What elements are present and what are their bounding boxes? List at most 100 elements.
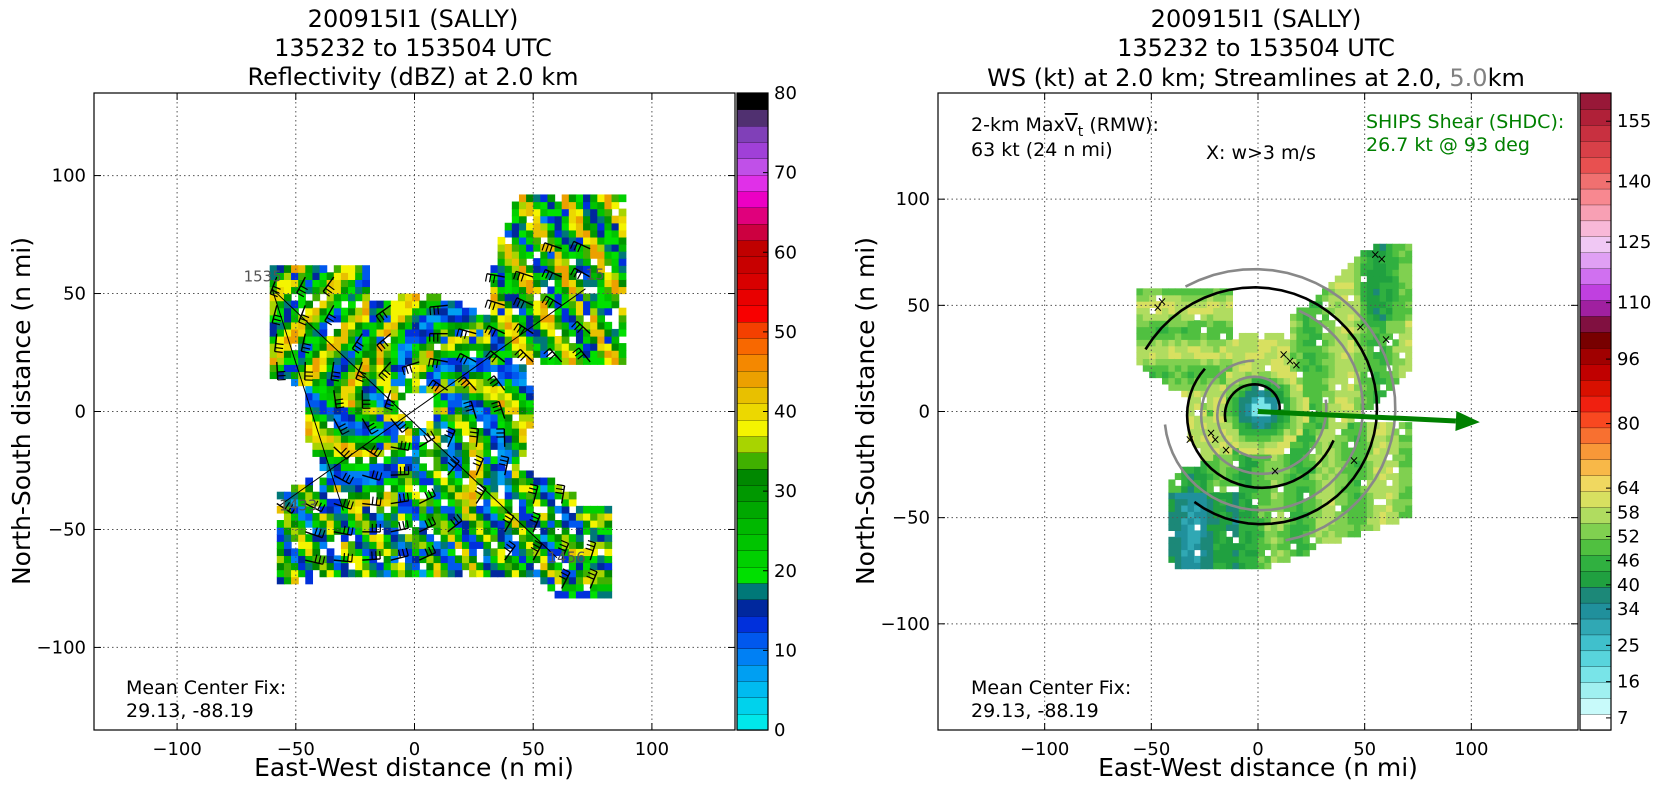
reflectivity-cell	[447, 569, 456, 578]
wind-barb-feather	[427, 379, 434, 388]
windspeed-cell	[1258, 562, 1265, 570]
reflectivity-cell	[604, 236, 613, 245]
reflectivity-cell	[405, 541, 413, 549]
windspeed-cell	[1366, 422, 1374, 430]
reflectivity-cell	[590, 265, 598, 273]
reflectivity-cell	[362, 265, 370, 273]
reflectivity-cell	[326, 428, 335, 436]
windspeed-cell	[1386, 428, 1393, 436]
reflectivity-cell	[611, 236, 620, 245]
reflectivity-cell	[504, 328, 513, 337]
windspeed-cell	[1405, 466, 1413, 474]
windspeed-cell	[1322, 358, 1329, 366]
reflectivity-cell	[291, 371, 299, 380]
reflectivity-cell	[597, 569, 606, 578]
wind-barb-feather	[322, 556, 326, 565]
reflectivity-cell	[447, 442, 456, 450]
windspeed-cell	[1366, 275, 1374, 283]
reflectivity-cell	[405, 562, 413, 571]
windspeed-cell	[1238, 530, 1246, 538]
windspeed-cell	[1296, 428, 1304, 436]
reflectivity-cell	[561, 527, 570, 535]
reflectivity-cell	[319, 364, 328, 372]
reflectivity-cell	[390, 406, 399, 415]
reflectivity-cell	[283, 343, 292, 351]
reflectivity-cell	[583, 590, 591, 599]
colorbar-swatch	[1579, 220, 1612, 237]
windspeed-cell	[1354, 441, 1361, 449]
windspeed-cell	[1366, 352, 1374, 360]
windspeed-cell	[1379, 275, 1387, 283]
reflectivity-cell	[454, 321, 463, 330]
windspeed-cell	[1270, 498, 1278, 506]
windspeed-cell	[1200, 549, 1208, 557]
windspeed-cell	[1347, 422, 1355, 430]
windspeed-cell	[1270, 530, 1278, 538]
reflectivity-cell	[561, 555, 570, 564]
reflectivity-cell	[590, 562, 598, 571]
windspeed-cell	[1270, 383, 1278, 391]
windspeed-cell	[1213, 371, 1221, 379]
wind-barb-feather	[396, 420, 404, 427]
windspeed-cell	[1302, 441, 1310, 449]
reflectivity-cell	[440, 534, 449, 542]
windspeed-cell	[1168, 498, 1176, 506]
reflectivity-cell	[405, 350, 413, 358]
windspeed-cell	[1290, 345, 1297, 353]
windspeed-cell	[1309, 485, 1317, 493]
reflectivity-cell	[426, 350, 435, 358]
windspeed-cell	[1232, 339, 1240, 347]
reflectivity-cell	[355, 470, 363, 479]
windspeed-cell	[1162, 294, 1169, 302]
reflectivity-cell	[483, 420, 492, 429]
reflectivity-cell	[590, 208, 598, 217]
windspeed-cell	[1309, 415, 1317, 423]
windspeed-cell	[1232, 428, 1240, 436]
windspeed-cell	[1373, 383, 1381, 391]
wind-barb-feather	[314, 554, 318, 563]
windspeed-cell	[1149, 352, 1157, 360]
windspeed-cell	[1277, 364, 1285, 372]
wind-barb-feather	[528, 487, 537, 491]
reflectivity-cell	[333, 364, 342, 372]
windspeed-cell	[1245, 536, 1253, 544]
windspeed-cell	[1302, 390, 1310, 398]
reflectivity-cell	[397, 314, 406, 323]
windspeed-cell	[1200, 288, 1208, 296]
windspeed-cell	[1315, 511, 1323, 519]
windspeed-cell	[1322, 288, 1329, 296]
reflectivity-cell	[597, 576, 606, 585]
windspeed-cell	[1328, 339, 1336, 347]
wind-barb-feather	[484, 325, 490, 334]
reflectivity-cell	[412, 569, 420, 578]
reflectivity-cell	[376, 321, 385, 330]
reflectivity-cell	[326, 406, 335, 415]
reflectivity-cell	[554, 569, 563, 578]
reflectivity-cell	[554, 258, 563, 266]
reflectivity-cell	[419, 336, 427, 344]
reflectivity-cell	[469, 562, 477, 571]
wind-barb	[589, 542, 597, 561]
reflectivity-cell	[433, 449, 442, 457]
reflectivity-cell	[397, 357, 406, 365]
reflectivity-cell	[604, 576, 613, 585]
reflectivity-cell	[540, 328, 549, 337]
reflectivity-cell	[540, 265, 549, 273]
windspeed-cell	[1309, 511, 1317, 519]
windspeed-cell	[1366, 524, 1374, 532]
track-time-label: 15	[585, 265, 604, 283]
windspeed-cell	[1334, 301, 1342, 309]
reflectivity-cell	[362, 413, 370, 422]
reflectivity-cell	[583, 512, 591, 521]
reflectivity-cell	[497, 413, 506, 422]
reflectivity-cell	[518, 307, 527, 316]
reflectivity-cell	[540, 357, 549, 365]
reflectivity-cell	[355, 420, 363, 429]
wind-barb-feather	[508, 540, 516, 547]
windspeed-cell	[1270, 415, 1278, 423]
reflectivity-cell	[276, 279, 285, 288]
windspeed-cell	[1174, 345, 1182, 353]
windspeed-cell	[1354, 479, 1361, 487]
windspeed-cell	[1334, 396, 1342, 404]
